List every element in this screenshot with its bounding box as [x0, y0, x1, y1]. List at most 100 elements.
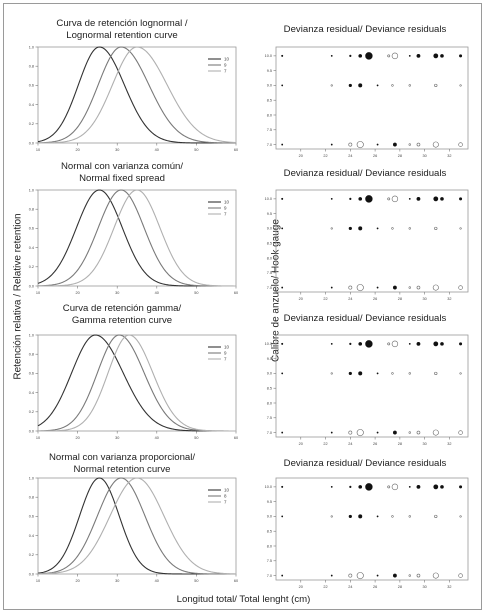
- chart-title-line2: Normal retention curve: [73, 464, 171, 475]
- residual-point-positive: [358, 197, 363, 201]
- residual-point-positive: [281, 372, 284, 375]
- legend-label: 9: [224, 206, 227, 211]
- x-tick-label: 26: [373, 297, 377, 301]
- y-tick-label: 7.0: [267, 431, 272, 435]
- residual-point-negative: [330, 515, 333, 518]
- residual-point-positive: [440, 197, 444, 201]
- x-axis-label: Longitud total/ Total lenght (cm): [176, 594, 311, 605]
- residual-point-positive: [440, 342, 444, 346]
- residual-point-negative: [416, 573, 421, 578]
- residual-point-positive: [433, 341, 439, 347]
- legend-label: 10: [224, 57, 230, 62]
- residual-point-positive: [281, 515, 284, 518]
- x-tick-label: 26: [373, 442, 377, 446]
- x-tick-label: 40: [155, 148, 159, 152]
- residual-point-negative: [391, 84, 394, 87]
- residual-point-negative: [387, 485, 391, 489]
- y-tick-label: 10.0: [265, 197, 272, 201]
- x-tick-label: 20: [75, 436, 79, 440]
- residual-point-negative: [416, 285, 421, 290]
- chart-title: Devianza residual/ Deviance residuals: [283, 24, 447, 35]
- residual-point-positive: [408, 197, 411, 200]
- series-line-10: [37, 334, 236, 432]
- residual-point-negative: [459, 372, 462, 375]
- legend-label: 7: [224, 212, 227, 217]
- chart-title-line1: Curva de retención lognormal /: [56, 18, 188, 29]
- y-tick-label: 0.2: [29, 553, 34, 557]
- y-tick-label: 0.6: [29, 84, 34, 88]
- y-tick-label: 8.5: [267, 242, 272, 246]
- residual-point-negative: [387, 342, 391, 346]
- x-tick-label: 20: [75, 148, 79, 152]
- residual-point-negative: [348, 573, 353, 578]
- residual-point-negative: [391, 340, 399, 348]
- residual-point-positive: [365, 52, 373, 60]
- residual-point-positive: [440, 485, 444, 489]
- x-tick-label: 24: [348, 442, 352, 446]
- y-tick-label: 0.2: [29, 410, 34, 414]
- residual-point-positive: [433, 484, 439, 490]
- figure-frame: [3, 3, 482, 610]
- y-tick-label: 0.8: [29, 208, 34, 212]
- series-line-10: [37, 46, 236, 144]
- residual-point-positive: [408, 485, 411, 488]
- x-tick-label: 22: [323, 585, 327, 589]
- y-tick-label: 0.6: [29, 227, 34, 231]
- residual-point-positive: [365, 340, 373, 348]
- x-tick-label: 26: [373, 154, 377, 158]
- x-tick-label: 24: [348, 297, 352, 301]
- legend-label: 8: [224, 494, 227, 499]
- residual-point-negative: [330, 227, 333, 230]
- residual-point-negative: [459, 515, 462, 518]
- residual-point-positive: [330, 574, 333, 577]
- y-tick-label: 0.0: [29, 284, 34, 288]
- y-tick-label: 9.5: [267, 69, 272, 73]
- chart-title-line2: Normal fixed spread: [79, 173, 165, 184]
- residual-point-positive: [433, 53, 439, 59]
- x-tick-label: 30: [423, 154, 427, 158]
- legend-label: 7: [224, 357, 227, 362]
- x-tick-label: 40: [155, 291, 159, 295]
- x-tick-label: 10: [36, 148, 40, 152]
- residual-point-negative: [387, 54, 391, 58]
- residual-point-positive: [330, 143, 333, 146]
- plot-frame: [37, 189, 237, 287]
- x-tick-label: 32: [447, 154, 451, 158]
- residual-point-negative: [391, 372, 394, 375]
- x-tick-label: 50: [194, 291, 198, 295]
- residual-point-positive: [416, 484, 421, 489]
- residual-point-negative: [416, 430, 421, 435]
- y-tick-label: 0.8: [29, 496, 34, 500]
- residual-point-positive: [330, 342, 333, 345]
- residual-point-negative: [408, 515, 411, 518]
- residual-point-positive: [281, 197, 284, 200]
- plot-frame: [275, 189, 469, 293]
- plot-frame: [275, 477, 469, 581]
- residual-point-positive: [281, 143, 284, 146]
- residual-point-negative: [391, 52, 399, 60]
- residual-point-positive: [348, 226, 352, 231]
- x-tick-label: 32: [447, 297, 451, 301]
- y-tick-label: 7.0: [267, 286, 272, 290]
- x-tick-label: 24: [348, 585, 352, 589]
- legend-label: 10: [224, 345, 230, 350]
- chart-title-line1: Normal con varianza común/: [60, 161, 184, 172]
- residual-point-positive: [281, 54, 284, 57]
- x-tick-label: 60: [234, 148, 238, 152]
- y-tick-label: 9.5: [267, 212, 272, 216]
- x-tick-label: 50: [194, 436, 198, 440]
- y-tick-label: 7.5: [267, 559, 272, 563]
- y-tick-label: 0.6: [29, 372, 34, 376]
- residual-point-negative: [348, 285, 353, 290]
- residual-point-negative: [348, 430, 353, 435]
- x-tick-label: 30: [423, 442, 427, 446]
- series-line-8: [37, 477, 236, 575]
- chart-title-line1: Normal con varianza proporcional/: [48, 452, 196, 463]
- residual-point-positive: [330, 286, 333, 289]
- residual-point-negative: [459, 227, 462, 230]
- plot-frame: [37, 334, 237, 432]
- residual-point-negative: [391, 195, 399, 203]
- residual-point-positive: [281, 574, 284, 577]
- residual-point-positive: [393, 142, 397, 147]
- residual-point-negative: [356, 429, 364, 437]
